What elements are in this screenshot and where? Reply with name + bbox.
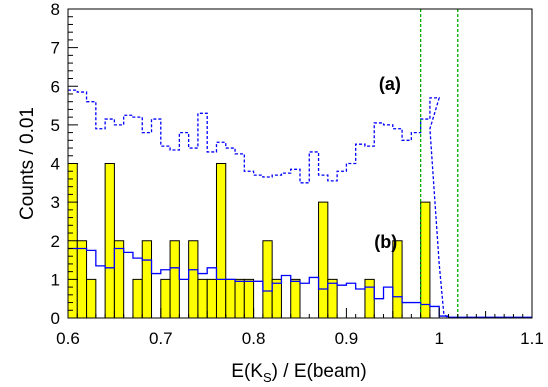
histogram-bar: [104, 163, 115, 319]
x-axis-title-subscript: S: [263, 370, 272, 385]
y-tick-label: 3: [51, 193, 60, 212]
x-tick-label: 0.7: [149, 329, 173, 348]
histogram-bar: [206, 278, 217, 319]
histogram-bar: [420, 201, 431, 319]
x-axis-title: E(KS) / E(beam): [231, 361, 366, 385]
y-tick-label: 2: [51, 232, 60, 251]
panel-label-a: (a): [379, 74, 401, 94]
curves: [68, 89, 532, 319]
series-b-solid-curve: [68, 247, 532, 318]
y-tick-label: 4: [51, 155, 60, 174]
histogram-bar: [364, 278, 375, 319]
tick-labels: 0.6 0.7 0.8 0.9 1 1.1 0 1 2 3 4 5 6 7 8: [51, 0, 544, 348]
histogram-bar: [392, 240, 403, 319]
histogram-bar: [262, 240, 273, 319]
x-tick-label: 0.9: [335, 329, 359, 348]
histogram-bar: [160, 278, 171, 319]
histogram-bar: [327, 278, 338, 319]
y-tick-label: 5: [51, 116, 60, 135]
histogram-bar: [290, 278, 301, 319]
x-tick-label: 1.1: [520, 329, 544, 348]
y-tick-label: 0: [51, 309, 60, 328]
y-tick-label: 7: [51, 39, 60, 58]
x-tick-label: 1: [434, 329, 443, 348]
histogram-bar: [318, 201, 329, 319]
panel-label-b: (b): [374, 232, 397, 252]
histogram-bar: [243, 278, 255, 319]
y-axis-title: Counts / 0.01: [17, 107, 38, 220]
histogram-bar: [76, 240, 88, 319]
histogram-bar: [188, 240, 199, 319]
histogram-bar: [234, 278, 245, 319]
cut-lines: [419, 9, 459, 318]
plot-frame: [67, 8, 533, 319]
y-tick-label: 1: [51, 270, 60, 289]
histogram-bar: [215, 163, 227, 319]
histogram-bar: [86, 278, 97, 319]
histogram-bar: [169, 240, 180, 319]
series-a-dashed-curve: [68, 89, 449, 319]
histogram-bar: [225, 278, 236, 319]
x-tick-label: 0.8: [242, 329, 266, 348]
histogram-bar: [132, 278, 143, 319]
x-tick-label: 0.6: [56, 329, 80, 348]
axis-ticks: [67, 8, 533, 319]
x-axis-title-main: E(K: [231, 361, 263, 382]
histogram-bar: [141, 240, 153, 319]
histogram-bar: [113, 240, 125, 319]
histogram-bar: [197, 278, 208, 319]
x-axis-title-tail: ) / E(beam): [272, 361, 367, 382]
y-tick-label: 6: [51, 77, 60, 96]
y-tick-label: 8: [51, 0, 60, 19]
histogram-bar: [271, 278, 282, 319]
